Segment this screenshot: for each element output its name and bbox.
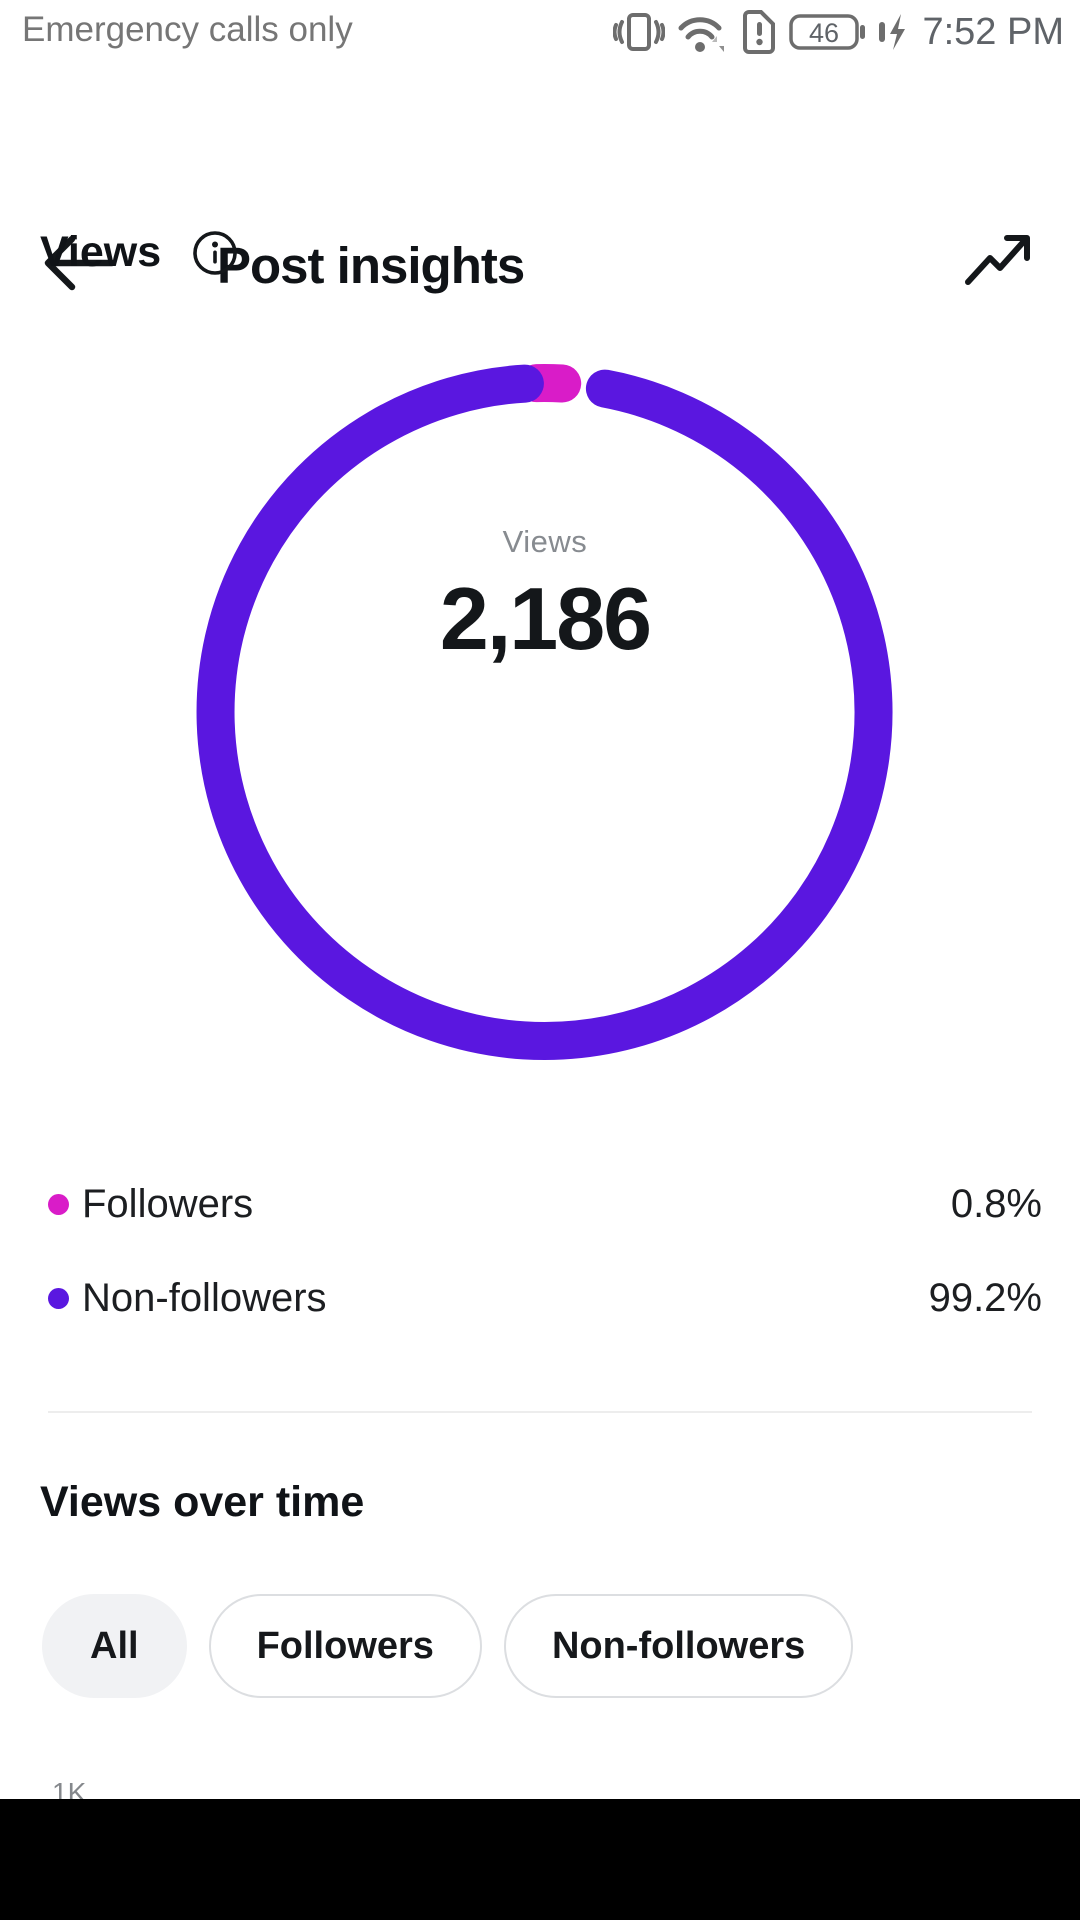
vibrate-icon [613,13,666,51]
filter-pills: All Followers Non-followers [42,1594,854,1698]
status-bar: Emergency calls only [0,0,1080,64]
trending-up-icon [965,236,1029,285]
back-button[interactable] [40,228,120,298]
insights-trend-button[interactable] [962,226,1034,296]
views-section-header: Views [40,228,239,277]
legend-row-non-followers: Non-followers 99.2% [0,1268,1080,1328]
legend-percent: 99.2% [928,1276,1042,1320]
status-icons: 46 7:52 PM [613,6,1064,58]
header: Post insights [0,100,1080,294]
axis-label-clipped: 1K [52,1777,87,1799]
battery-icon: 46 [789,14,866,50]
page-title: Post insights [217,237,525,294]
sim-alert-icon [743,10,776,54]
legend-percent: 0.8% [950,1182,1042,1226]
clock-text: 7:52 PM [922,10,1064,53]
battery-level-text: 46 [809,18,839,48]
filter-pill-non-followers[interactable]: Non-followers [503,1594,854,1698]
legend-label: Followers [82,1182,254,1226]
views-heading: Views [40,228,162,276]
bottom-nav-area [0,1799,1080,1920]
views-over-time-heading: Views over time [40,1478,365,1526]
views-donut-chart [0,350,1080,1080]
charging-bolt-icon [879,14,906,50]
donut-segment-non-followers [196,364,893,1060]
section-divider [48,1411,1032,1413]
non-followers-dot-icon [48,1288,69,1309]
info-icon[interactable] [191,229,239,277]
legend-label: Non-followers [82,1276,327,1320]
filter-pill-followers[interactable]: Followers [208,1594,482,1698]
legend-row-followers: Followers 0.8% [0,1174,1080,1234]
followers-dot-icon [48,1194,69,1215]
filter-pill-all[interactable]: All [42,1594,187,1698]
wifi-icon [678,17,725,52]
carrier-text: Emergency calls only [22,10,353,49]
